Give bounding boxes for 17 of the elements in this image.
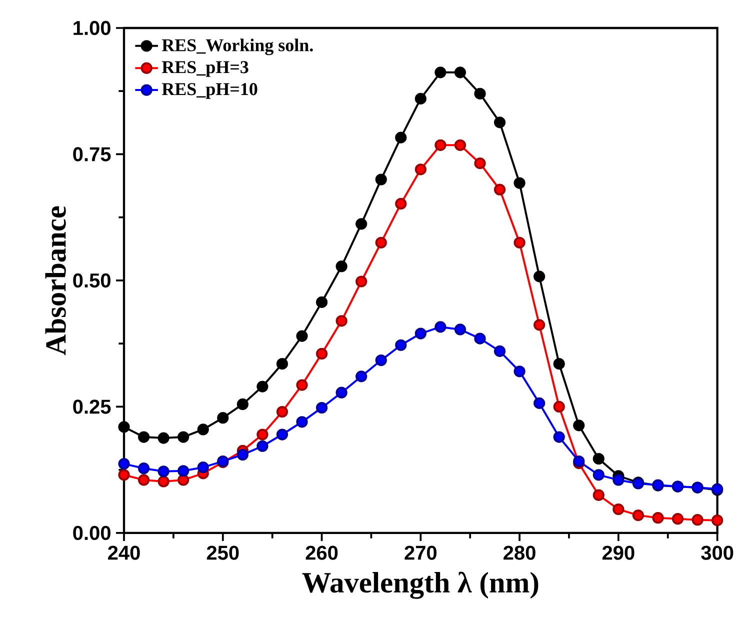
y-tick-label: 0.25 — [73, 400, 111, 414]
y-tick-label: 0.75 — [73, 147, 111, 162]
legend-label: RES_pH=3 — [162, 61, 248, 77]
legend-label: RES_pH=10 — [162, 83, 258, 99]
y-axis-title: Absorbance — [45, 206, 66, 356]
x-tick-label: 290 — [602, 546, 634, 560]
legend-label: RES_Working soln. — [162, 38, 313, 56]
y-tick-label: 1.00 — [74, 20, 110, 36]
x-tick-label: 300 — [701, 546, 734, 560]
x-tick-label: 270 — [404, 546, 437, 560]
x-tick-label: 260 — [306, 546, 338, 560]
x-tick-label: 240 — [108, 546, 140, 560]
y-tick-label: 0.00 — [73, 526, 110, 540]
x-tick-label: 280 — [504, 546, 536, 560]
y-tick-label: 0.50 — [73, 273, 110, 288]
x-tick-label: 250 — [206, 546, 239, 560]
x-axis-title: Wavelength λ (nm) — [302, 572, 538, 599]
